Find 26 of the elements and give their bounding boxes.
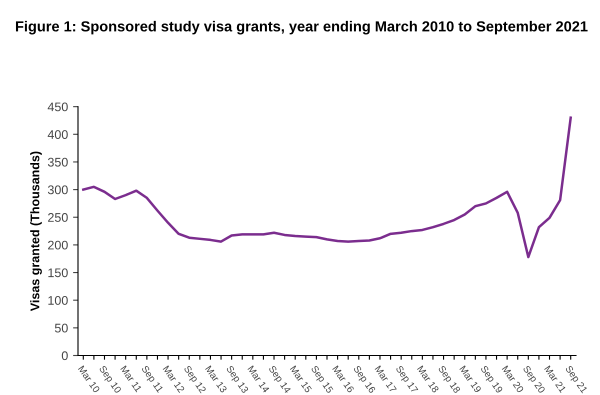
y-tick-label: 400 bbox=[48, 130, 68, 139]
chart-title: Figure 1: Sponsored study visa grants, year ending March 2010 to September 2021 bbox=[16, 20, 588, 34]
x-tick-label: Mar 18 bbox=[416, 365, 440, 394]
x-tick-label: Mar 21 bbox=[544, 365, 566, 394]
y-tick-label: 50 bbox=[54, 324, 68, 332]
x-tick-label: Mar 10 bbox=[78, 365, 100, 394]
y-tick-label: 350 bbox=[48, 158, 68, 167]
y-axis-title: Visas granted (Thousands) bbox=[30, 152, 42, 312]
y-tick-label: 100 bbox=[48, 296, 68, 305]
x-tick-label: Mar 20 bbox=[502, 365, 524, 394]
y-tick-label: 200 bbox=[48, 240, 68, 250]
y-tick-label: 250 bbox=[48, 213, 68, 222]
y-tick-label: 0 bbox=[62, 351, 68, 360]
x-tick-label: Mar 13 bbox=[205, 365, 228, 394]
x-tick-label: Mar 17 bbox=[374, 365, 397, 394]
x-tick-label: Mar 15 bbox=[290, 365, 312, 394]
y-tick-label: 450 bbox=[48, 102, 68, 112]
x-tick-label: Mar 12 bbox=[162, 365, 185, 394]
x-tick-label: Mar 14 bbox=[247, 365, 270, 394]
x-tick-label: Mar 11 bbox=[120, 365, 142, 392]
y-tick-label: 150 bbox=[48, 268, 68, 278]
x-tick-label: Mar 16 bbox=[332, 365, 354, 394]
x-tick-label: Sep 11 bbox=[140, 365, 164, 394]
y-tick-label: 300 bbox=[48, 185, 68, 194]
x-tick-label: Mar 19 bbox=[459, 365, 482, 394]
line-series bbox=[82, 116, 572, 258]
